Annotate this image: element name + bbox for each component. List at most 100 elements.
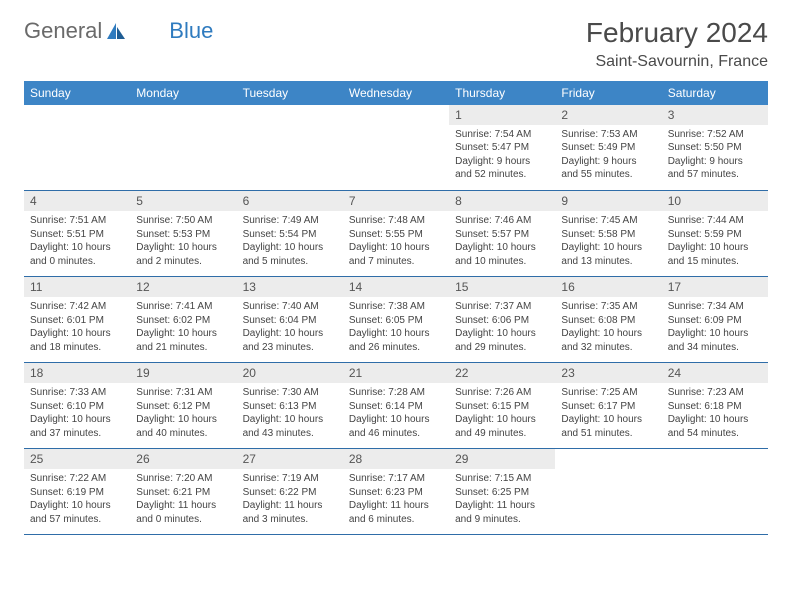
day-number: 14 — [343, 277, 449, 297]
calendar-day-cell: 20Sunrise: 7:30 AMSunset: 6:13 PMDayligh… — [237, 363, 343, 449]
calendar-day-cell: 10Sunrise: 7:44 AMSunset: 5:59 PMDayligh… — [662, 191, 768, 277]
calendar-day-cell: 2Sunrise: 7:53 AMSunset: 5:49 PMDaylight… — [555, 105, 661, 191]
day-details: Sunrise: 7:15 AMSunset: 6:25 PMDaylight:… — [449, 469, 555, 531]
day-number: 15 — [449, 277, 555, 297]
day-number: 23 — [555, 363, 661, 383]
calendar-day-cell — [555, 449, 661, 535]
day-details: Sunrise: 7:38 AMSunset: 6:05 PMDaylight:… — [343, 297, 449, 359]
day-number: 7 — [343, 191, 449, 211]
calendar-day-cell: 3Sunrise: 7:52 AMSunset: 5:50 PMDaylight… — [662, 105, 768, 191]
day-number: 22 — [449, 363, 555, 383]
calendar-day-cell — [130, 105, 236, 191]
day-details: Sunrise: 7:22 AMSunset: 6:19 PMDaylight:… — [24, 469, 130, 531]
day-details: Sunrise: 7:17 AMSunset: 6:23 PMDaylight:… — [343, 469, 449, 531]
calendar-day-cell: 7Sunrise: 7:48 AMSunset: 5:55 PMDaylight… — [343, 191, 449, 277]
day-number: 26 — [130, 449, 236, 469]
day-details: Sunrise: 7:30 AMSunset: 6:13 PMDaylight:… — [237, 383, 343, 445]
day-number: 5 — [130, 191, 236, 211]
day-details: Sunrise: 7:37 AMSunset: 6:06 PMDaylight:… — [449, 297, 555, 359]
day-details: Sunrise: 7:45 AMSunset: 5:58 PMDaylight:… — [555, 211, 661, 273]
sail-icon — [105, 21, 127, 41]
day-details: Sunrise: 7:23 AMSunset: 6:18 PMDaylight:… — [662, 383, 768, 445]
calendar-day-cell: 23Sunrise: 7:25 AMSunset: 6:17 PMDayligh… — [555, 363, 661, 449]
calendar-day-cell: 18Sunrise: 7:33 AMSunset: 6:10 PMDayligh… — [24, 363, 130, 449]
day-number: 18 — [24, 363, 130, 383]
calendar-day-cell: 29Sunrise: 7:15 AMSunset: 6:25 PMDayligh… — [449, 449, 555, 535]
weekday-header: Saturday — [662, 81, 768, 105]
day-number: 8 — [449, 191, 555, 211]
day-number: 2 — [555, 105, 661, 125]
page-header: General Blue February 2024 Saint-Savourn… — [24, 18, 768, 71]
day-details: Sunrise: 7:26 AMSunset: 6:15 PMDaylight:… — [449, 383, 555, 445]
weekday-header: Wednesday — [343, 81, 449, 105]
brand-logo: General Blue — [24, 18, 213, 44]
calendar-day-cell: 21Sunrise: 7:28 AMSunset: 6:14 PMDayligh… — [343, 363, 449, 449]
weekday-header: Tuesday — [237, 81, 343, 105]
day-number: 21 — [343, 363, 449, 383]
day-number: 11 — [24, 277, 130, 297]
day-details: Sunrise: 7:50 AMSunset: 5:53 PMDaylight:… — [130, 211, 236, 273]
weekday-header: Friday — [555, 81, 661, 105]
calendar-day-cell: 13Sunrise: 7:40 AMSunset: 6:04 PMDayligh… — [237, 277, 343, 363]
calendar-week-row: 18Sunrise: 7:33 AMSunset: 6:10 PMDayligh… — [24, 363, 768, 449]
calendar-week-row: 25Sunrise: 7:22 AMSunset: 6:19 PMDayligh… — [24, 449, 768, 535]
calendar-day-cell: 15Sunrise: 7:37 AMSunset: 6:06 PMDayligh… — [449, 277, 555, 363]
calendar-day-cell — [237, 105, 343, 191]
title-block: February 2024 Saint-Savournin, France — [586, 18, 768, 71]
calendar-day-cell: 17Sunrise: 7:34 AMSunset: 6:09 PMDayligh… — [662, 277, 768, 363]
day-details: Sunrise: 7:34 AMSunset: 6:09 PMDaylight:… — [662, 297, 768, 359]
calendar-day-cell: 26Sunrise: 7:20 AMSunset: 6:21 PMDayligh… — [130, 449, 236, 535]
calendar-day-cell — [24, 105, 130, 191]
day-number: 29 — [449, 449, 555, 469]
calendar-week-row: 11Sunrise: 7:42 AMSunset: 6:01 PMDayligh… — [24, 277, 768, 363]
calendar-day-cell — [662, 449, 768, 535]
calendar-day-cell: 25Sunrise: 7:22 AMSunset: 6:19 PMDayligh… — [24, 449, 130, 535]
month-title: February 2024 — [586, 18, 768, 49]
calendar-day-cell: 14Sunrise: 7:38 AMSunset: 6:05 PMDayligh… — [343, 277, 449, 363]
calendar-day-cell: 4Sunrise: 7:51 AMSunset: 5:51 PMDaylight… — [24, 191, 130, 277]
day-number: 1 — [449, 105, 555, 125]
day-details: Sunrise: 7:33 AMSunset: 6:10 PMDaylight:… — [24, 383, 130, 445]
day-details: Sunrise: 7:42 AMSunset: 6:01 PMDaylight:… — [24, 297, 130, 359]
day-number: 4 — [24, 191, 130, 211]
day-number: 28 — [343, 449, 449, 469]
weekday-header: Thursday — [449, 81, 555, 105]
day-number: 12 — [130, 277, 236, 297]
day-number: 10 — [662, 191, 768, 211]
calendar-day-cell: 28Sunrise: 7:17 AMSunset: 6:23 PMDayligh… — [343, 449, 449, 535]
day-number: 24 — [662, 363, 768, 383]
calendar-day-cell: 22Sunrise: 7:26 AMSunset: 6:15 PMDayligh… — [449, 363, 555, 449]
day-details: Sunrise: 7:31 AMSunset: 6:12 PMDaylight:… — [130, 383, 236, 445]
calendar-day-cell: 24Sunrise: 7:23 AMSunset: 6:18 PMDayligh… — [662, 363, 768, 449]
day-number: 16 — [555, 277, 661, 297]
day-details: Sunrise: 7:25 AMSunset: 6:17 PMDaylight:… — [555, 383, 661, 445]
day-number: 20 — [237, 363, 343, 383]
day-number: 13 — [237, 277, 343, 297]
calendar-day-cell: 12Sunrise: 7:41 AMSunset: 6:02 PMDayligh… — [130, 277, 236, 363]
day-details: Sunrise: 7:44 AMSunset: 5:59 PMDaylight:… — [662, 211, 768, 273]
day-details: Sunrise: 7:51 AMSunset: 5:51 PMDaylight:… — [24, 211, 130, 273]
day-number: 6 — [237, 191, 343, 211]
calendar-day-cell: 11Sunrise: 7:42 AMSunset: 6:01 PMDayligh… — [24, 277, 130, 363]
calendar-week-row: 1Sunrise: 7:54 AMSunset: 5:47 PMDaylight… — [24, 105, 768, 191]
day-number: 19 — [130, 363, 236, 383]
day-number: 25 — [24, 449, 130, 469]
calendar-week-row: 4Sunrise: 7:51 AMSunset: 5:51 PMDaylight… — [24, 191, 768, 277]
day-details: Sunrise: 7:52 AMSunset: 5:50 PMDaylight:… — [662, 125, 768, 187]
calendar-day-cell — [343, 105, 449, 191]
calendar-day-cell: 8Sunrise: 7:46 AMSunset: 5:57 PMDaylight… — [449, 191, 555, 277]
weekday-header: Monday — [130, 81, 236, 105]
day-details: Sunrise: 7:19 AMSunset: 6:22 PMDaylight:… — [237, 469, 343, 531]
day-details: Sunrise: 7:53 AMSunset: 5:49 PMDaylight:… — [555, 125, 661, 187]
brand-part1: General — [24, 18, 102, 44]
calendar-day-cell: 16Sunrise: 7:35 AMSunset: 6:08 PMDayligh… — [555, 277, 661, 363]
calendar-table: SundayMondayTuesdayWednesdayThursdayFrid… — [24, 81, 768, 536]
day-details: Sunrise: 7:54 AMSunset: 5:47 PMDaylight:… — [449, 125, 555, 187]
calendar-day-cell: 19Sunrise: 7:31 AMSunset: 6:12 PMDayligh… — [130, 363, 236, 449]
day-details: Sunrise: 7:40 AMSunset: 6:04 PMDaylight:… — [237, 297, 343, 359]
calendar-day-cell: 9Sunrise: 7:45 AMSunset: 5:58 PMDaylight… — [555, 191, 661, 277]
day-details: Sunrise: 7:35 AMSunset: 6:08 PMDaylight:… — [555, 297, 661, 359]
day-details: Sunrise: 7:41 AMSunset: 6:02 PMDaylight:… — [130, 297, 236, 359]
brand-part2: Blue — [169, 18, 213, 44]
weekday-header-row: SundayMondayTuesdayWednesdayThursdayFrid… — [24, 81, 768, 105]
